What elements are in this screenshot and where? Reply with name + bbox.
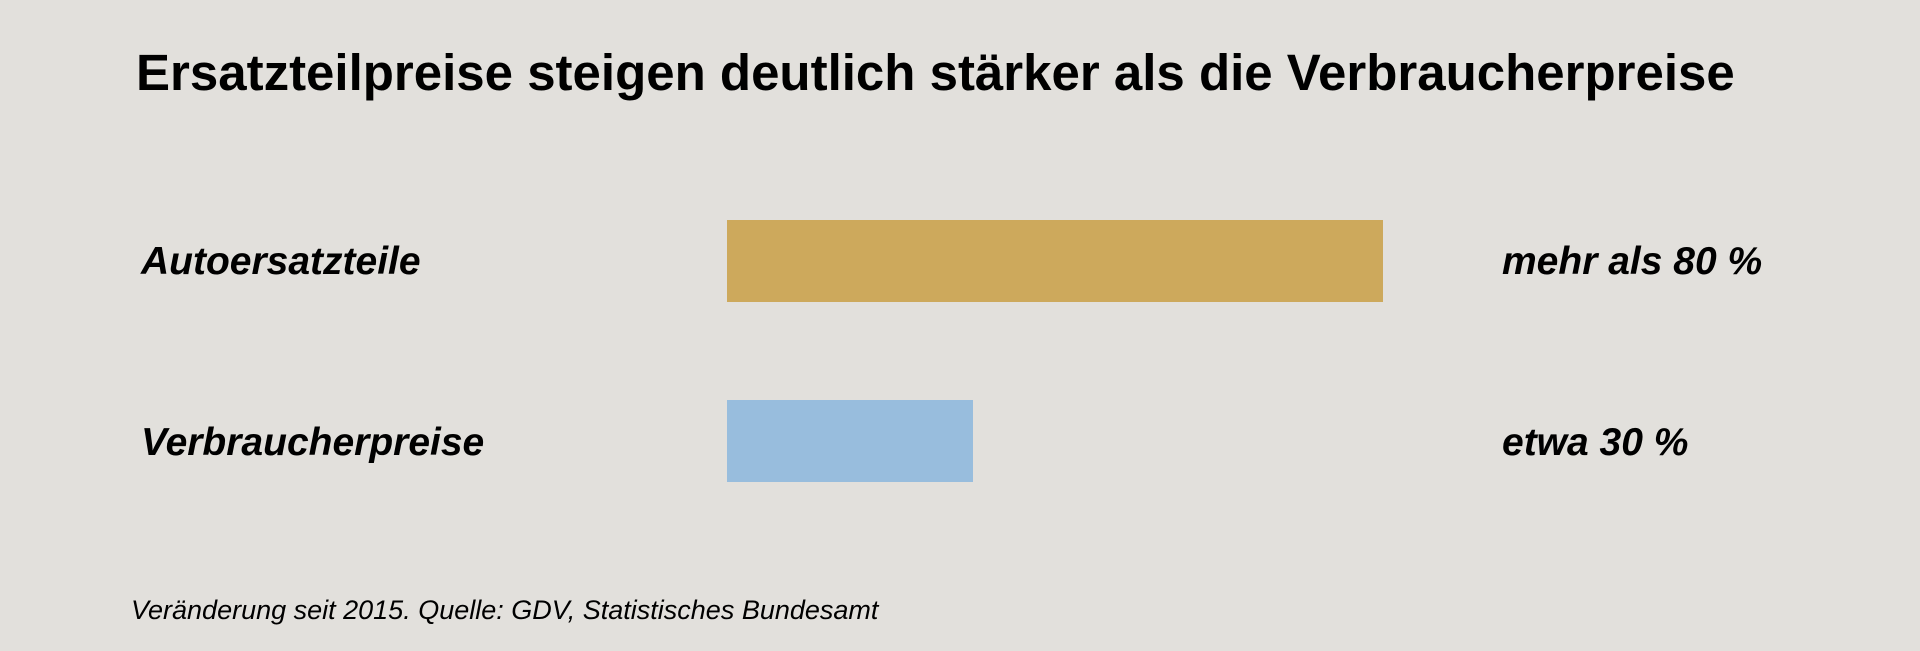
bar-autoersatzteile (727, 220, 1383, 302)
chart-title: Ersatzteilpreise steigen deutlich stärke… (136, 44, 1735, 101)
value-label-autoersatzteile: mehr als 80 % (1502, 240, 1763, 283)
category-label-autoersatzteile: Autoersatzteile (141, 240, 421, 283)
bar-verbraucherpreise (727, 400, 973, 482)
value-label-verbraucherpreise: etwa 30 % (1502, 421, 1689, 464)
source-footnote: Veränderung seit 2015. Quelle: GDV, Stat… (131, 595, 879, 625)
category-label-verbraucherpreise: Verbraucherpreise (141, 421, 485, 464)
